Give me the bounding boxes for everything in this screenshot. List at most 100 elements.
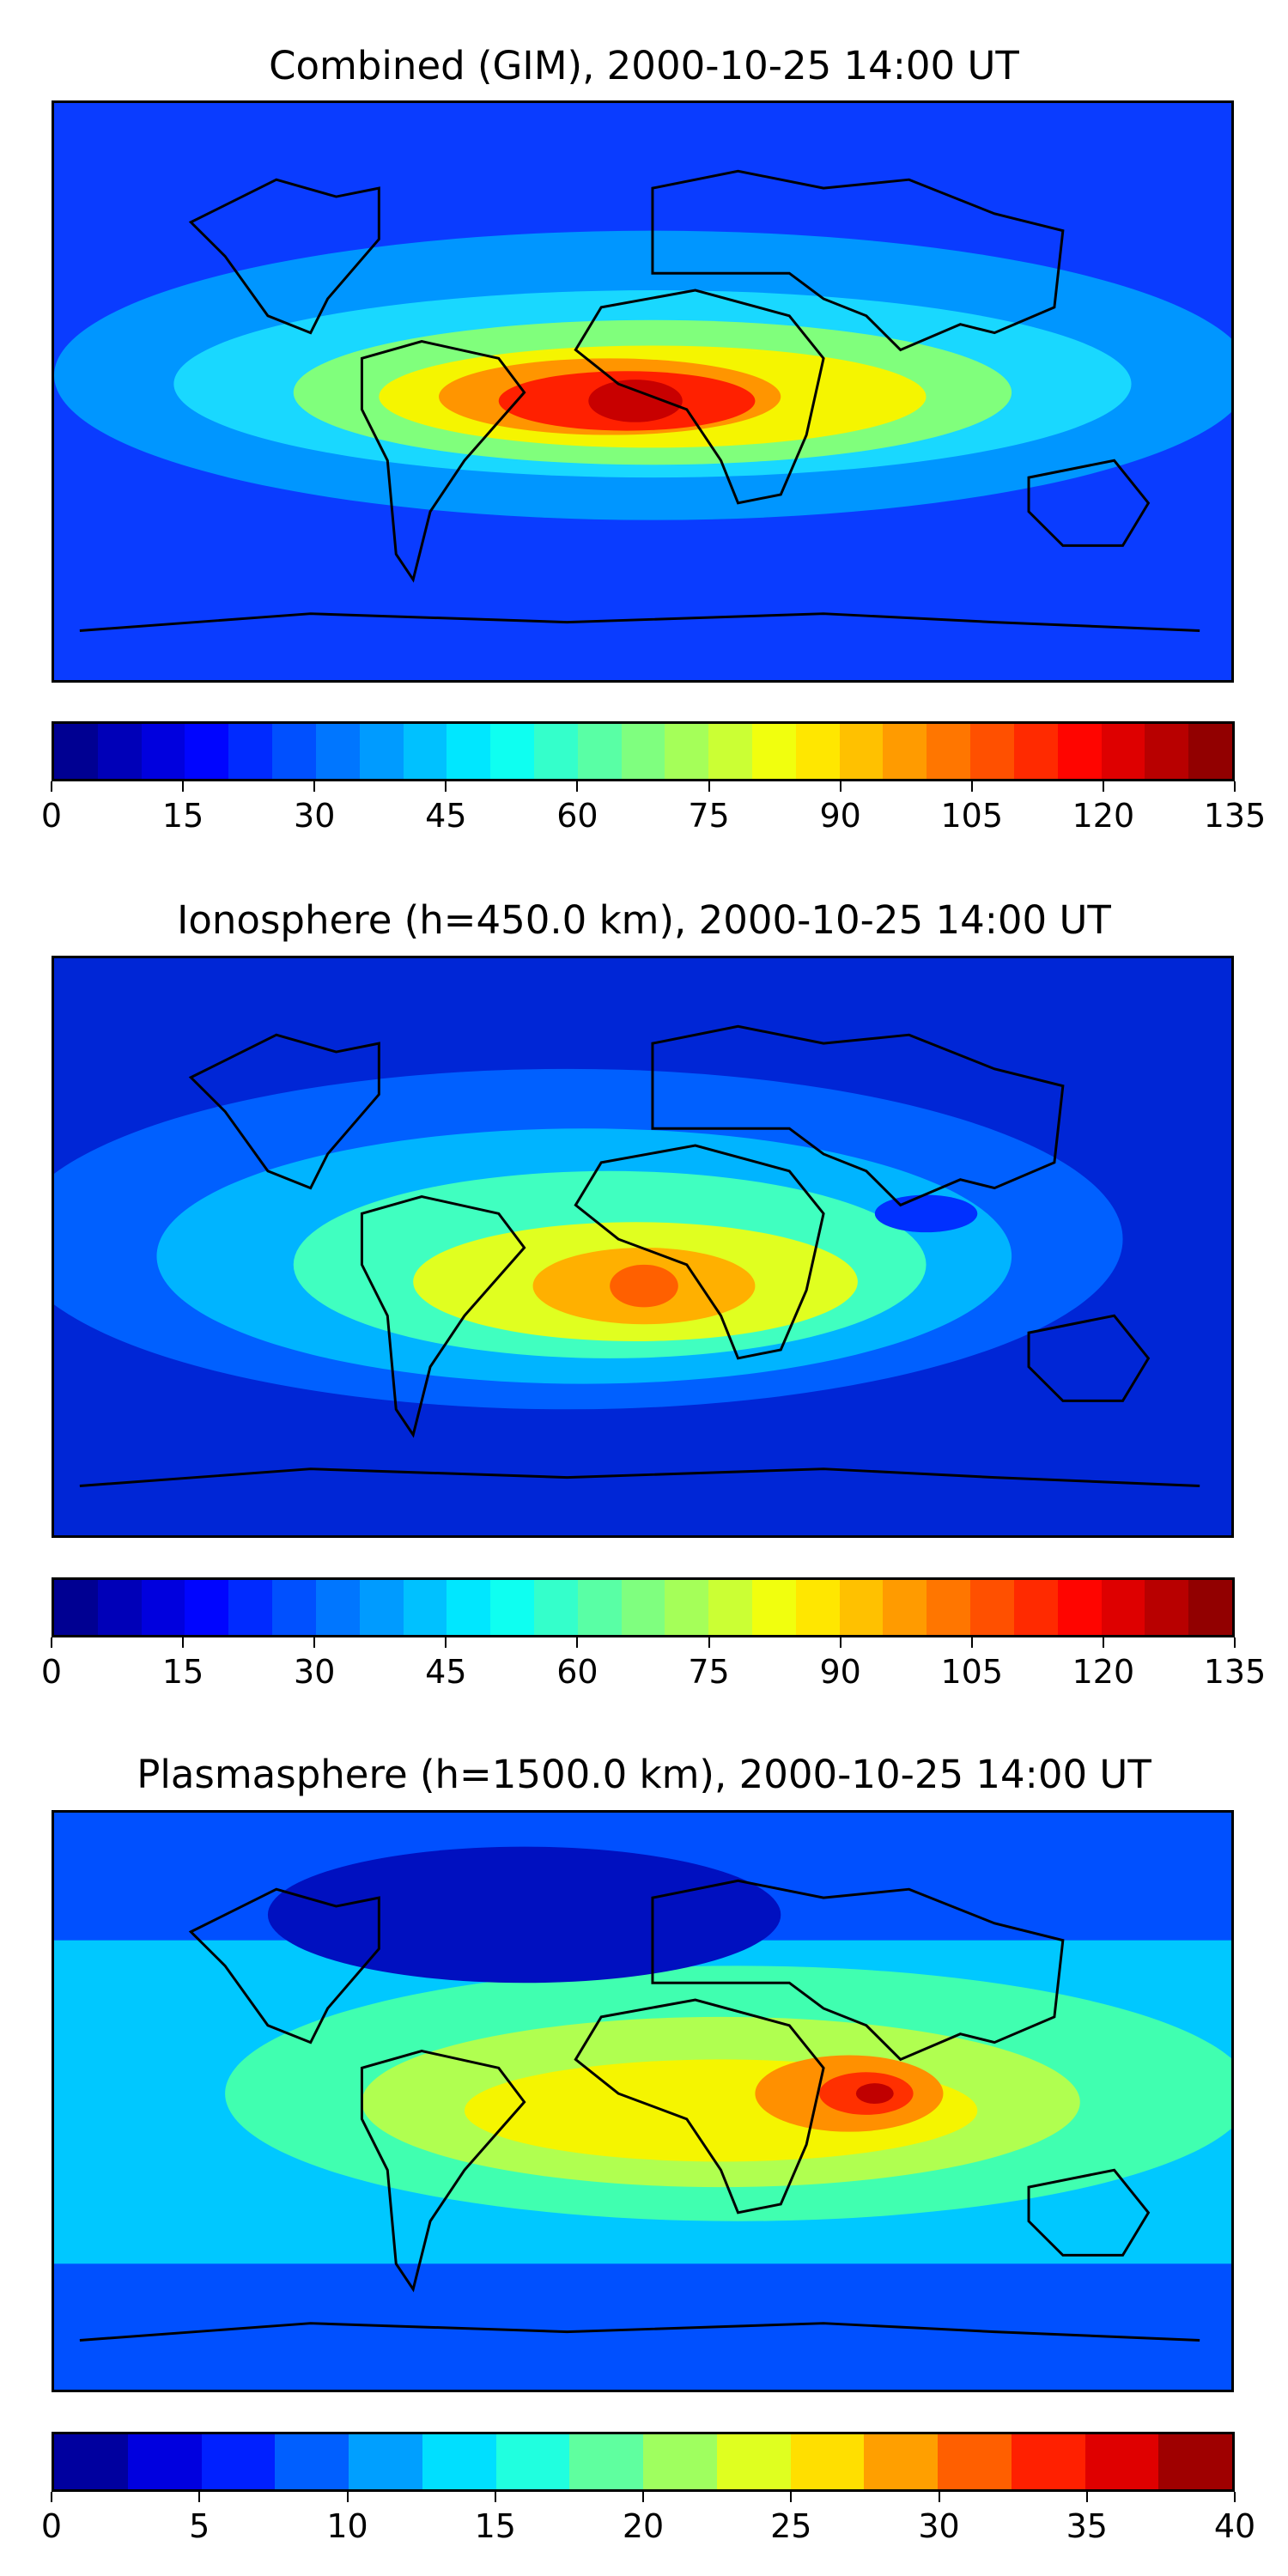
colorbar-segment (97, 724, 142, 779)
colorbar-segment (1011, 2434, 1085, 2489)
colorbar-segment (569, 2434, 643, 2489)
panel-2-title: Ionosphere (h=450.0 km), 2000-10-25 14:0… (177, 897, 1111, 943)
colorbar-segment (1145, 724, 1189, 779)
panel-1-colorbar-ticks: 0 15 30 45 60 75 90 105 120 135 (41, 781, 1266, 835)
colorbar-segment (708, 724, 752, 779)
colorbar-segment (490, 1580, 534, 1635)
colorbar-tick (839, 1637, 841, 1648)
panel-2-map (52, 956, 1234, 1538)
colorbar-segment (349, 2434, 422, 2489)
colorbar-tick (839, 781, 841, 792)
colorbar-tick (708, 1637, 710, 1648)
colorbar-tick-label: 15 (474, 2507, 516, 2545)
colorbar-tick (313, 781, 316, 792)
colorbar-tick-label: 120 (1072, 797, 1135, 835)
colorbar-segment (839, 724, 884, 779)
coastlines (79, 1024, 1200, 1487)
colorbar-segment (1013, 1580, 1058, 1635)
colorbar-tick-label: 45 (425, 797, 467, 835)
colorbar-tick (1102, 781, 1104, 792)
colorbar-segment (228, 724, 273, 779)
colorbar-tick (445, 1637, 447, 1648)
panel-2-colorbar-ticks: 0 15 30 45 60 75 90 105 120 135 (41, 1637, 1266, 1691)
colorbar-segment (141, 1580, 185, 1635)
colorbar-tick-label: 30 (294, 1653, 336, 1691)
colorbar-segment (665, 724, 709, 779)
colorbar-segment (533, 724, 578, 779)
colorbar-segment (577, 1580, 622, 1635)
colorbar-segment (403, 724, 447, 779)
colorbar-segment (795, 724, 840, 779)
colorbar-tick (182, 1637, 185, 1648)
colorbar-tick (51, 1637, 52, 1648)
dark-red-core (588, 380, 683, 422)
colorbar-segment (883, 724, 927, 779)
colorbar-tick (182, 781, 185, 792)
colorbar-tick (970, 1637, 973, 1648)
colorbar-segment (970, 724, 1014, 779)
colorbar-segment (201, 2434, 276, 2489)
north-low (267, 1846, 781, 1984)
colorbar-segment (839, 1580, 884, 1635)
colorbar-segment (127, 2434, 202, 2489)
colorbar-tick (51, 781, 52, 792)
colorbar-segment (1057, 724, 1102, 779)
colorbar-tick (346, 2492, 349, 2502)
dark-red-core (855, 2083, 894, 2104)
panel-3-title: Plasmasphere (h=1500.0 km), 2000-10-25 1… (137, 1752, 1151, 1797)
colorbar-tick-label: 120 (1072, 1653, 1135, 1691)
colorbar-segment (716, 2434, 791, 2489)
panel-1-colorbar (52, 721, 1235, 781)
colorbar-segment (1145, 1580, 1189, 1635)
colorbar-segment (315, 724, 360, 779)
colorbar-segment (752, 724, 796, 779)
colorbar-tick-label: 30 (918, 2507, 960, 2545)
colorbar-segment (1084, 2434, 1159, 2489)
colorbar-segment (577, 724, 622, 779)
colorbar-segment (272, 1580, 316, 1635)
colorbar-tick-label: 10 (326, 2507, 368, 2545)
colorbar-segment (422, 2434, 496, 2489)
colorbar-tick-label: 105 (940, 797, 1004, 835)
colorbar-tick (313, 1637, 316, 1648)
colorbar-segment (938, 2434, 1012, 2489)
colorbar-segment (97, 1580, 142, 1635)
colorbar-segment (275, 2434, 349, 2489)
red-core (610, 1264, 678, 1308)
colorbar-segment (1188, 1580, 1232, 1635)
colorbar-tick-label: 90 (819, 797, 861, 835)
colorbar-segment (447, 724, 491, 779)
panel-1-title: Combined (GIM), 2000-10-25 14:00 UT (269, 43, 1019, 88)
colorbar-tick-label: 0 (40, 2507, 63, 2545)
colorbar-segment (752, 1580, 796, 1635)
colorbar-tick-label: 45 (425, 1653, 467, 1691)
colorbar-tick (576, 781, 579, 792)
colorbar-segment (927, 724, 971, 779)
colorbar-segment (1057, 1580, 1102, 1635)
colorbar-segment (970, 1580, 1014, 1635)
colorbar-tick (1102, 1637, 1104, 1648)
colorbar-segment (708, 1580, 752, 1635)
colorbar-segment (315, 1580, 360, 1635)
colorbar-segment (54, 2434, 128, 2489)
colorbar-tick-label: 15 (161, 1653, 204, 1691)
colorbar-tick (1234, 781, 1236, 792)
colorbar-tick (198, 2492, 201, 2502)
colorbar-segment (1101, 724, 1145, 779)
colorbar-tick-label: 135 (1203, 797, 1267, 835)
colorbar-segment (1101, 1580, 1145, 1635)
colorbar-segment (272, 724, 316, 779)
colorbar-segment (864, 2434, 938, 2489)
colorbar-segment (403, 1580, 447, 1635)
colorbar-tick-label: 75 (688, 1653, 730, 1691)
colorbar-tick-label: 135 (1203, 1653, 1267, 1691)
colorbar-segment (228, 1580, 273, 1635)
colorbar-segment (1158, 2434, 1232, 2489)
colorbar-segment (790, 2434, 865, 2489)
colorbar-segment (54, 724, 98, 779)
panel-3-map (52, 1810, 1234, 2392)
panel-3-colorbar-ticks: 0 5 10 15 20 25 30 35 40 (41, 2492, 1255, 2545)
colorbar-tick (1085, 2492, 1088, 2502)
colorbar-segment (495, 2434, 570, 2489)
colorbar-segment (54, 1580, 98, 1635)
